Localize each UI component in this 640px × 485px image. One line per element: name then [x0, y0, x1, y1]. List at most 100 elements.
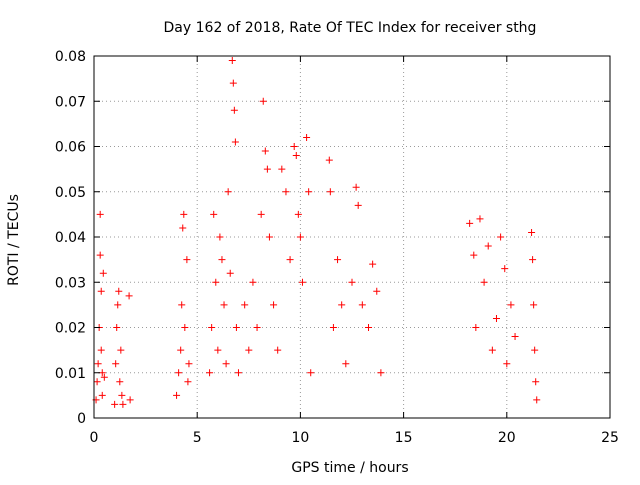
- data-point: [303, 133, 311, 141]
- data-point: [224, 188, 232, 196]
- data-point: [125, 292, 133, 300]
- data-point: [179, 224, 187, 232]
- data-point: [96, 251, 104, 259]
- data-point: [96, 210, 104, 218]
- y-tick-label: 0: [77, 411, 86, 427]
- plot-border: [93, 55, 611, 419]
- data-point: [113, 324, 121, 331]
- data-point: [229, 79, 237, 87]
- data-point: [501, 265, 509, 273]
- data-point: [183, 256, 191, 264]
- y-tick-label: 0.08: [55, 49, 86, 65]
- data-point: [296, 233, 304, 241]
- data-point: [212, 278, 220, 286]
- grid-layer: [94, 56, 610, 418]
- data-point: [261, 147, 269, 155]
- data-point: [325, 156, 333, 164]
- data-point: [114, 301, 122, 309]
- data-point: [480, 278, 488, 286]
- data-point: [185, 360, 193, 368]
- data-point: [270, 301, 278, 309]
- data-point: [278, 165, 286, 173]
- data-point: [119, 400, 127, 408]
- y-tick-label: 0.01: [55, 366, 86, 382]
- data-point: [259, 97, 267, 105]
- ticks-layer: [93, 55, 611, 419]
- data-point: [111, 400, 119, 408]
- data-point: [292, 152, 300, 160]
- data-point: [511, 333, 519, 341]
- data-point: [206, 369, 214, 377]
- data-point: [222, 360, 230, 368]
- data-point: [228, 57, 236, 65]
- data-point: [529, 256, 537, 264]
- data-point: [365, 324, 373, 331]
- data-point: [476, 215, 484, 223]
- data-point: [338, 301, 346, 309]
- data-point: [470, 251, 478, 259]
- data-point: [218, 256, 226, 264]
- data-point: [533, 396, 541, 404]
- data-point: [175, 369, 183, 377]
- chart-title: Day 162 of 2018, Rate Of TEC Index for r…: [164, 20, 537, 36]
- x-axis-label: GPS time / hours: [291, 460, 408, 476]
- data-point: [100, 373, 108, 381]
- data-point: [466, 219, 474, 227]
- data-point: [488, 346, 496, 354]
- data-point: [214, 346, 222, 354]
- data-point: [274, 346, 282, 354]
- data-point: [99, 269, 107, 277]
- data-point: [210, 210, 218, 218]
- data-point: [94, 360, 102, 368]
- y-tick-label: 0.05: [55, 185, 86, 201]
- data-point: [472, 324, 480, 331]
- data-point: [507, 301, 515, 309]
- data-point: [230, 106, 238, 114]
- x-tick-label: 25: [601, 430, 619, 446]
- data-point: [354, 201, 362, 209]
- data-point: [234, 369, 242, 377]
- data-point: [342, 360, 350, 368]
- data-point: [358, 301, 366, 309]
- data-point: [253, 324, 261, 331]
- labels-layer: 0 5 10 15 20 25 0 0.01 0.02 0.03 0.04 0.05 0.06 0.07 0…: [55, 49, 619, 446]
- data-point: [118, 391, 126, 399]
- data-point: [307, 369, 315, 377]
- data-point: [245, 346, 253, 354]
- data-point: [177, 346, 185, 354]
- y-axis-label: ROTI / TECUs: [6, 194, 22, 286]
- data-point: [208, 324, 216, 331]
- data-point: [98, 391, 106, 399]
- data-point: [352, 183, 360, 191]
- data-point: [173, 391, 181, 399]
- data-point: [181, 324, 189, 331]
- y-tick-label: 0.02: [55, 321, 86, 337]
- data-point: [112, 360, 120, 368]
- data-point: [286, 256, 294, 264]
- data-point: [334, 256, 342, 264]
- data-point: [484, 242, 492, 250]
- data-point: [298, 278, 306, 286]
- data-point: [377, 369, 385, 377]
- data-point: [265, 233, 273, 241]
- data-point: [180, 210, 188, 218]
- data-point: [531, 346, 539, 354]
- data-point: [178, 301, 186, 309]
- y-tick-label: 0.03: [55, 275, 86, 291]
- data-point: [305, 188, 313, 196]
- data-point: [184, 378, 192, 386]
- data-point: [117, 346, 125, 354]
- data-point: [97, 346, 105, 354]
- data-point: [241, 301, 249, 309]
- data-point: [220, 301, 228, 309]
- data-point: [282, 188, 290, 196]
- data-point: [294, 210, 302, 218]
- data-point: [116, 378, 124, 386]
- data-point: [369, 260, 377, 268]
- x-tick-label: 10: [291, 430, 309, 446]
- x-tick-label: 15: [395, 430, 413, 446]
- points-layer: [92, 57, 541, 408]
- data-point: [232, 324, 240, 331]
- data-point: [126, 396, 134, 404]
